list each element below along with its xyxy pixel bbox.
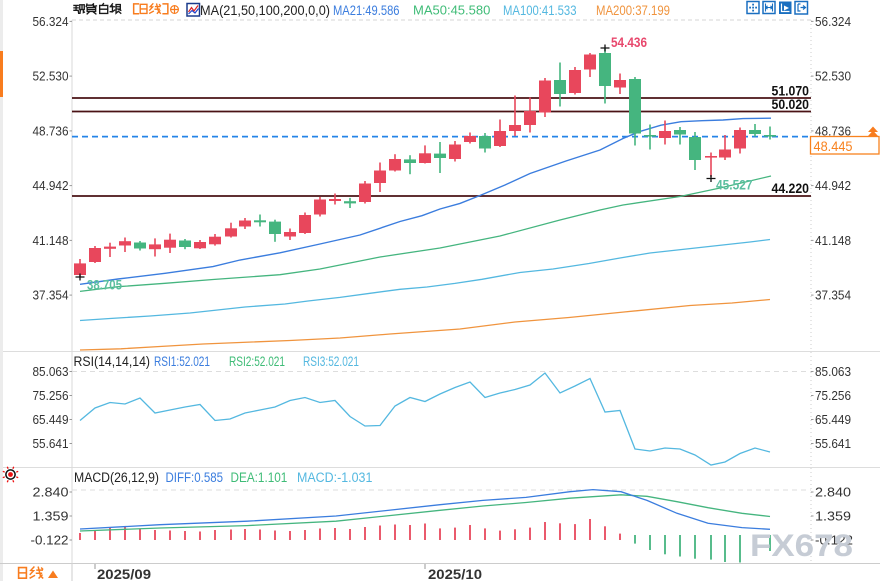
svg-text:75.256: 75.256 — [33, 388, 69, 403]
svg-text:85.063: 85.063 — [815, 364, 851, 379]
svg-text:RSI2:52.021: RSI2:52.021 — [229, 354, 285, 369]
svg-text:55.641: 55.641 — [815, 436, 851, 451]
svg-text:MA100:41.533: MA100:41.533 — [503, 3, 577, 18]
svg-text:1.359: 1.359 — [815, 509, 851, 524]
svg-text:DIFF:0.585: DIFF:0.585 — [166, 470, 224, 485]
svg-text:DEA:1.101: DEA:1.101 — [231, 470, 288, 485]
svg-text:-0.122: -0.122 — [31, 533, 69, 548]
svg-text:50.020: 50.020 — [772, 96, 810, 112]
svg-text:37.354: 37.354 — [33, 288, 69, 303]
svg-text:54.436: 54.436 — [611, 35, 647, 50]
svg-text:75.256: 75.256 — [815, 388, 851, 403]
svg-text:RSI3:52.021: RSI3:52.021 — [303, 354, 359, 369]
svg-text:2025/10: 2025/10 — [428, 566, 482, 581]
svg-text:85.063: 85.063 — [33, 364, 69, 379]
svg-text:52.530: 52.530 — [815, 69, 851, 84]
svg-text:MA21:49.586: MA21:49.586 — [333, 3, 400, 18]
svg-text:2.840: 2.840 — [33, 485, 69, 500]
svg-text:44.220: 44.220 — [772, 180, 810, 196]
svg-text:1.359: 1.359 — [33, 509, 69, 524]
svg-text:MA200:37.199: MA200:37.199 — [596, 3, 670, 18]
svg-text:-0.122: -0.122 — [815, 533, 853, 548]
svg-text:44.942: 44.942 — [33, 178, 69, 193]
svg-text:48.445: 48.445 — [814, 139, 853, 154]
svg-text:2.840: 2.840 — [815, 485, 851, 500]
svg-text:45.527: 45.527 — [716, 178, 753, 193]
svg-text:MA(21,50,100,200,0,0): MA(21,50,100,200,0,0) — [200, 3, 330, 18]
svg-text:41.148: 41.148 — [815, 233, 851, 248]
svg-text:48.736: 48.736 — [815, 123, 851, 138]
svg-text:65.449: 65.449 — [815, 412, 851, 427]
svg-text:MACD(26,12,9): MACD(26,12,9) — [74, 470, 159, 485]
svg-text:38.705: 38.705 — [87, 278, 122, 293]
svg-text:41.148: 41.148 — [33, 233, 69, 248]
svg-text:RSI1:52.021: RSI1:52.021 — [154, 354, 210, 369]
svg-text:RSI(14,14,14): RSI(14,14,14) — [74, 354, 151, 369]
svg-text:MACD:-1.031: MACD:-1.031 — [297, 470, 372, 485]
svg-text:65.449: 65.449 — [33, 412, 69, 427]
svg-text:48.736: 48.736 — [33, 123, 69, 138]
svg-text:FX678: FX678 — [750, 527, 853, 563]
svg-text:51.070: 51.070 — [772, 83, 810, 99]
svg-text:55.641: 55.641 — [33, 436, 69, 451]
svg-text:56.324: 56.324 — [33, 14, 69, 29]
svg-text:2025/09: 2025/09 — [97, 566, 151, 581]
svg-text:56.324: 56.324 — [815, 14, 851, 29]
svg-text:37.354: 37.354 — [815, 288, 851, 303]
svg-text:MA50:45.580: MA50:45.580 — [413, 3, 490, 18]
svg-text:52.530: 52.530 — [33, 69, 69, 84]
svg-text:44.942: 44.942 — [815, 178, 851, 193]
